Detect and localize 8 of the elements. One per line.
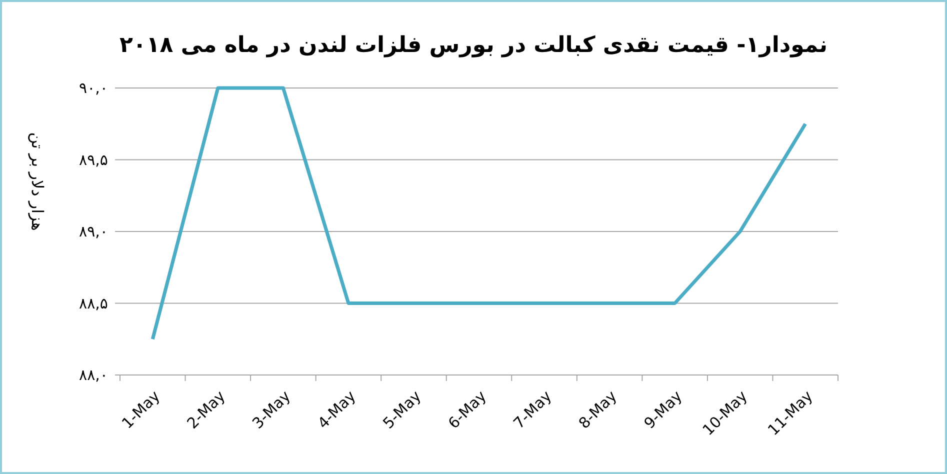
line-series bbox=[150, 86, 808, 341]
y-tick-label: ۹۰,۰ bbox=[79, 79, 108, 97]
y-tick-label: ۸۹,۰ bbox=[79, 222, 108, 240]
y-tick-label: ۸۸,۵ bbox=[79, 294, 108, 312]
chart-title: نمودار۱- قیمت نقدی کبالت در بورس فلزات لندن در ماه می ۲۰۱۸ bbox=[119, 33, 828, 58]
y-axis-title: هزار دلار بر تن bbox=[28, 132, 47, 231]
y-tick-label: ۸۹,۵ bbox=[79, 150, 108, 169]
y-tick-label: ۸۸,۰ bbox=[79, 366, 108, 384]
